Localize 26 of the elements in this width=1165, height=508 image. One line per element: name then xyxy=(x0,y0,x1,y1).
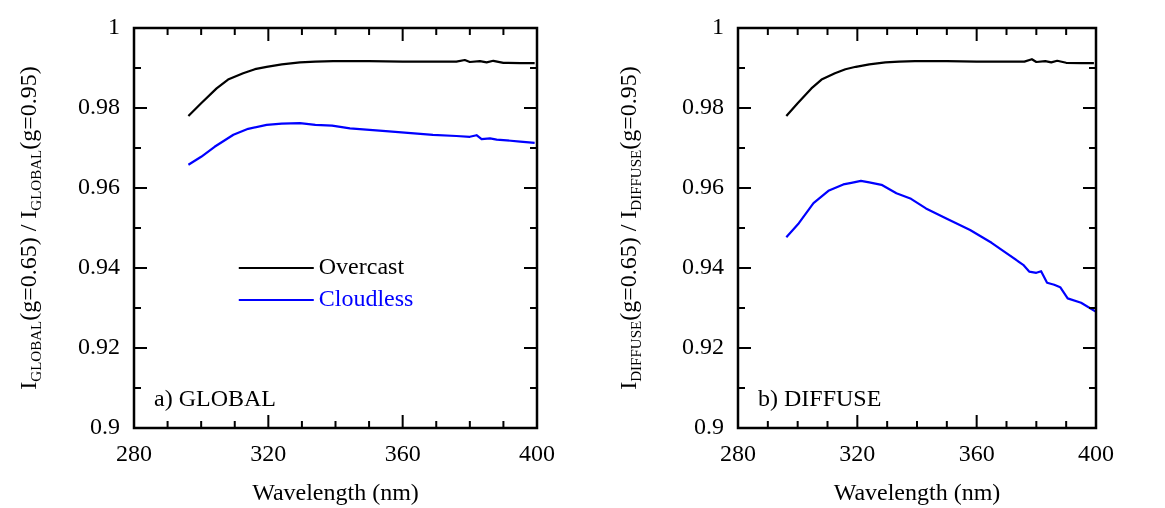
y-tick-label: 0.9 xyxy=(694,413,724,440)
x-tick-label: 320 xyxy=(250,439,287,466)
y-tick-label: 0.9 xyxy=(90,413,120,440)
x-tick-label: 360 xyxy=(958,439,995,466)
y-tick-label: 0.92 xyxy=(682,333,724,360)
y-tick-label: 0.92 xyxy=(78,333,120,360)
y-tick-label: 0.96 xyxy=(78,173,120,200)
y-tick-label: 0.98 xyxy=(78,93,120,120)
annotation: b) DIFFUSE xyxy=(758,385,882,411)
y-tick-label: 1 xyxy=(712,13,724,40)
x-tick-label: 280 xyxy=(720,439,756,466)
legend-label: Cloudless xyxy=(318,285,414,312)
y-tick-label: 0.96 xyxy=(682,173,724,200)
x-tick-label: 320 xyxy=(839,439,876,466)
y-tick-label: 0.98 xyxy=(682,93,724,120)
x-tick-label: 280 xyxy=(116,439,152,466)
x-tick-label: 400 xyxy=(519,439,555,466)
annotation: a) GLOBAL xyxy=(154,385,276,411)
x-tick-label: 400 xyxy=(1078,439,1114,466)
y-tick-label: 0.94 xyxy=(78,253,120,280)
x-tick-label: 360 xyxy=(384,439,421,466)
legend-label: Overcast xyxy=(318,253,405,280)
x-axis-title: Wavelength (nm) xyxy=(833,478,1001,505)
y-tick-label: 1 xyxy=(108,13,120,40)
y-tick-label: 0.94 xyxy=(682,253,724,280)
x-axis-title: Wavelength (nm) xyxy=(252,478,419,505)
